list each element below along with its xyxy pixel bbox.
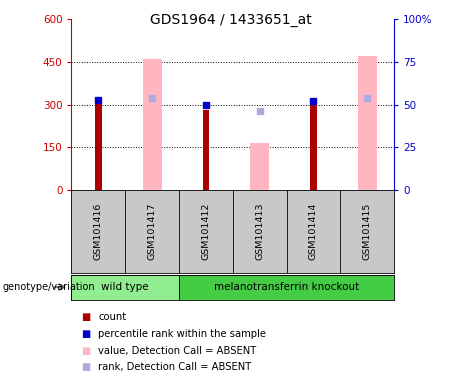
Bar [71,275,179,300]
Text: GSM101414: GSM101414 [309,203,318,260]
Text: rank, Detection Call = ABSENT: rank, Detection Call = ABSENT [98,362,251,372]
Text: count: count [98,312,126,322]
Text: GSM101413: GSM101413 [255,203,264,260]
Text: ■: ■ [81,362,90,372]
Bar [250,143,269,190]
Text: ■: ■ [81,346,90,356]
Bar [95,100,101,190]
Text: ■: ■ [81,329,90,339]
Text: GSM101415: GSM101415 [363,203,372,260]
Bar [310,100,317,190]
Text: percentile rank within the sample: percentile rank within the sample [98,329,266,339]
Text: genotype/variation: genotype/variation [2,282,95,292]
Bar [358,56,377,190]
Bar [143,59,161,190]
Bar [203,110,209,190]
Text: ■: ■ [81,312,90,322]
Text: melanotransferrin knockout: melanotransferrin knockout [214,282,359,292]
Text: GSM101416: GSM101416 [94,203,103,260]
Text: GSM101412: GSM101412 [201,203,210,260]
Text: wild type: wild type [101,282,149,292]
Bar [179,275,394,300]
Text: GDS1964 / 1433651_at: GDS1964 / 1433651_at [150,13,311,27]
Text: value, Detection Call = ABSENT: value, Detection Call = ABSENT [98,346,256,356]
Text: GSM101417: GSM101417 [148,203,157,260]
